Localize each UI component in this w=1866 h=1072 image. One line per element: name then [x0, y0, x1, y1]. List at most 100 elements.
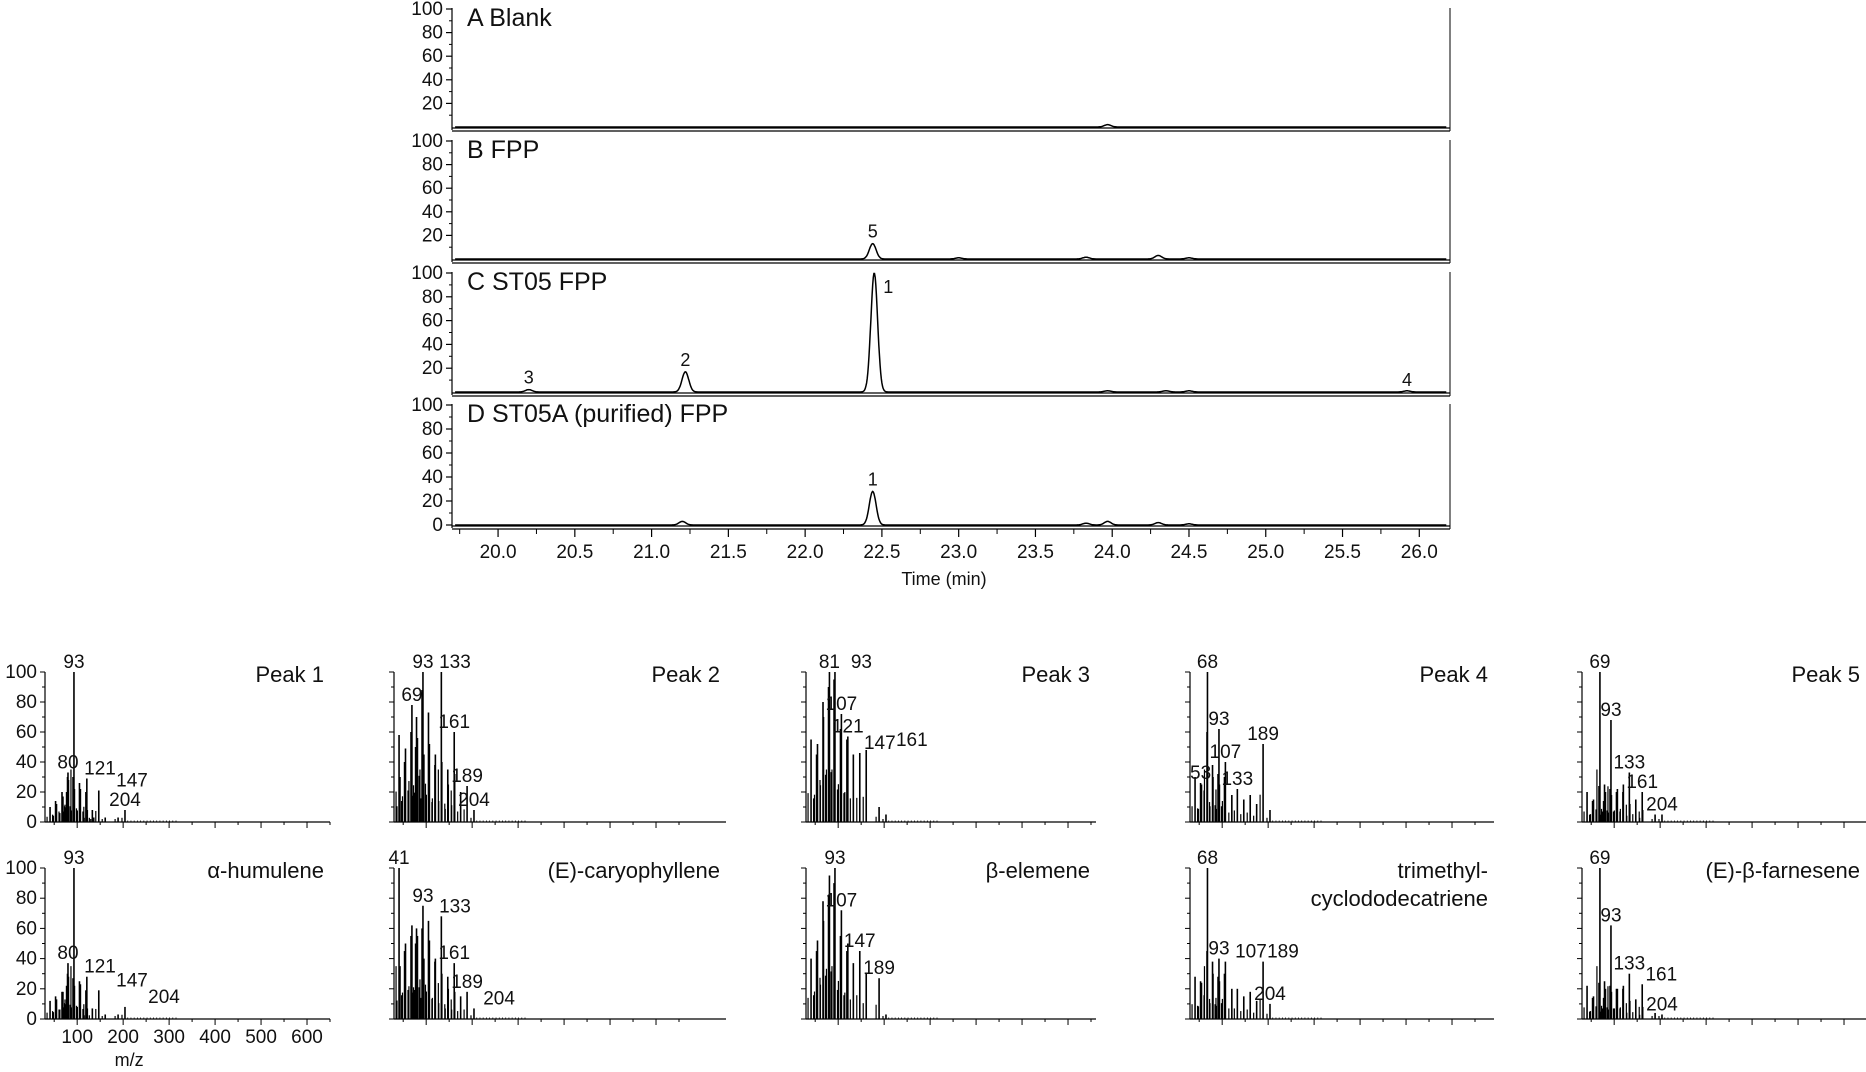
ion-label: 147	[116, 771, 148, 792]
ms-y-tick-label: 20	[16, 979, 37, 1000]
ion-label: 81	[819, 652, 840, 673]
spectrum-name: cyclododecatriene	[1311, 886, 1488, 911]
y-tick-label: 40	[422, 202, 443, 223]
ms-x-tick-label: 200	[107, 1027, 139, 1048]
ion-label: 161	[438, 943, 470, 964]
x-tick-label: 23.5	[1017, 542, 1054, 563]
ion-label: 121	[84, 759, 116, 780]
y-tick-label: 20	[422, 358, 443, 379]
x-tick-label: 26.0	[1401, 542, 1438, 563]
chromatogram-trace	[455, 123, 1447, 128]
y-tick-label: 0	[432, 515, 443, 536]
chromatogram-trace	[455, 490, 1447, 526]
ion-label: 189	[1247, 724, 1279, 745]
ion-label: 93	[1600, 700, 1621, 721]
ion-label: 133	[439, 896, 471, 917]
ion-label: 93	[851, 652, 872, 673]
ion-label: 69	[401, 685, 422, 706]
ion-label: 107	[826, 890, 858, 911]
ion-label: 93	[1208, 709, 1229, 730]
x-tick-label: 21.5	[710, 542, 747, 563]
ms-x-tick-label: 100	[61, 1027, 93, 1048]
ion-label: 93	[1208, 939, 1229, 960]
ms-x-tick-label: 500	[245, 1027, 277, 1048]
y-tick-label: 40	[422, 334, 443, 355]
panel-title: A Blank	[467, 4, 552, 32]
ion-label: 69	[1589, 848, 1610, 869]
ion-label: 93	[412, 886, 433, 907]
y-tick-label: 60	[422, 443, 443, 464]
x-tick-label: 21.0	[633, 542, 670, 563]
ion-label: 204	[1254, 984, 1286, 1005]
mass-spectrum-reference-3: β-elemene 93 107 147 189	[801, 848, 1096, 1025]
ion-label: 80	[57, 753, 78, 774]
ion-label: 133	[1613, 954, 1645, 975]
ion-label: 107	[1235, 942, 1267, 963]
ion-label: 161	[438, 712, 470, 733]
ion-label: 107	[1210, 742, 1242, 763]
peak-label: 2	[680, 350, 690, 370]
ion-label: 93	[412, 652, 433, 673]
ion-label: 189	[451, 766, 483, 787]
x-tick-label: 25.0	[1247, 542, 1284, 563]
ms-y-tick-label: 0	[26, 812, 37, 833]
peak-label: 3	[524, 368, 534, 388]
x-axis-title: Time (min)	[901, 569, 986, 589]
ion-label: 93	[824, 848, 845, 869]
ms-y-tick-label: 80	[16, 888, 37, 909]
spectrum-name: α-humulene	[207, 858, 324, 883]
ion-label: 204	[1646, 795, 1678, 816]
chromatogram-trace	[455, 272, 1447, 393]
y-tick-label: 80	[422, 419, 443, 440]
y-tick-label: 100	[411, 131, 443, 152]
ms-y-tick-label: 60	[16, 722, 37, 743]
ion-label: 147	[844, 931, 876, 952]
ion-label: 53	[1190, 763, 1211, 784]
y-tick-label: 60	[422, 311, 443, 332]
ion-label: 80	[57, 943, 78, 964]
spectrum-name: Peak 4	[1420, 662, 1489, 687]
ion-label: 147	[116, 970, 148, 991]
chromatogram-trace	[455, 242, 1447, 260]
peak-label: 1	[883, 277, 893, 297]
ms-y-tick-label: 20	[16, 782, 37, 803]
y-tick-label: 60	[422, 46, 443, 67]
y-tick-label: 20	[422, 93, 443, 114]
spectrum-name: (E)-caryophyllene	[548, 858, 720, 883]
spectrum-name: Peak 2	[652, 662, 721, 687]
y-tick-label: 60	[422, 178, 443, 199]
ms-y-tick-label: 100	[5, 858, 37, 879]
chromatogram-x-axis: 20.0 20.5 21.0 21.5 22.0 22.5 23.0 23.5 24.0 24.5…	[459, 529, 1438, 589]
spectrum-name: Peak 1	[256, 662, 325, 687]
y-tick-label: 80	[422, 155, 443, 176]
ion-label: 161	[896, 730, 928, 751]
y-tick-label: 80	[422, 287, 443, 308]
ion-label: 68	[1197, 848, 1218, 869]
ion-label: 133	[1613, 753, 1645, 774]
ion-label: 204	[483, 988, 515, 1009]
ion-label: 204	[148, 987, 180, 1008]
ion-label: 133	[439, 652, 471, 673]
y-tick-label: 100	[411, 0, 443, 20]
ms-y-tick-label: 40	[16, 752, 37, 773]
x-tick-label: 23.0	[940, 542, 977, 563]
ion-label: 161	[1626, 772, 1658, 793]
ion-label: 93	[63, 848, 84, 869]
peak-label: 1	[868, 469, 878, 489]
ms-y-tick-label: 0	[26, 1009, 37, 1030]
chromatogram-panel-D: 100 80 60 40 20 0 D ST05A (purified) FPP 1	[411, 395, 1451, 536]
ion-label: 204	[458, 790, 490, 811]
ms-x-tick-label: 400	[199, 1027, 231, 1048]
ion-label: 189	[1267, 942, 1299, 963]
panel-title: C ST05 FPP	[467, 268, 607, 296]
ms-y-tick-label: 60	[16, 918, 37, 939]
spectrum-name: trimethyl-	[1398, 858, 1488, 883]
